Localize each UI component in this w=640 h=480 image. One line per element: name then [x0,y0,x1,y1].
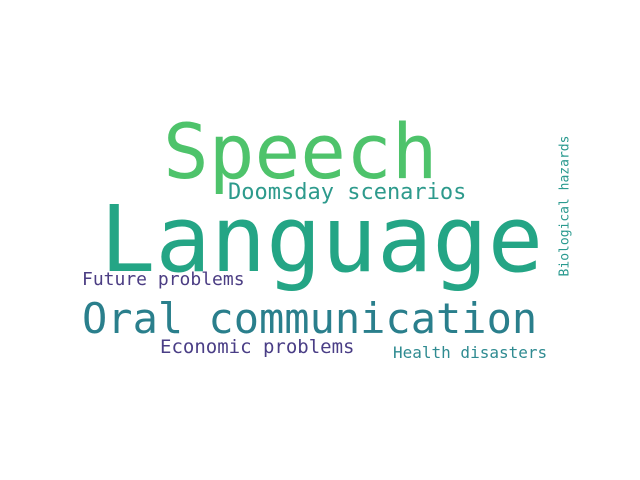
word-future-problems: Future problems [82,269,245,290]
word-economic-problems: Economic problems [160,336,355,358]
word-health-disasters: Health disasters [393,343,548,362]
word-speech: Speech [163,107,438,196]
word-doomsday-scenarios: Doomsday scenarios [228,180,467,205]
word-oral-communication: Oral communication [82,294,538,343]
word-biological-hazards: Biological hazards [557,135,573,277]
word-language: Language [100,186,544,293]
